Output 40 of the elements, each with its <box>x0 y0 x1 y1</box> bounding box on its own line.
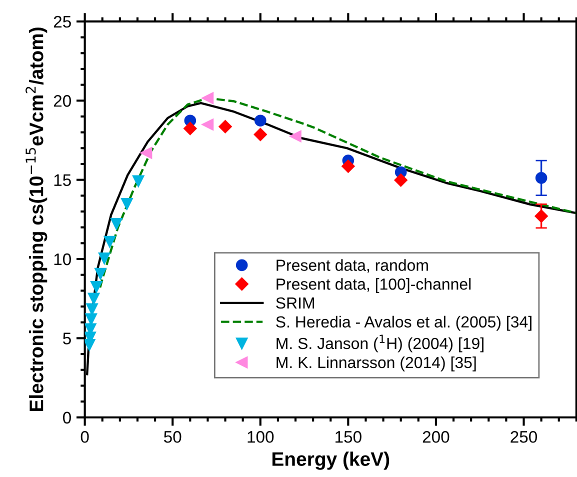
point <box>94 268 106 280</box>
point <box>394 174 408 187</box>
x-tick-label: 250 <box>510 431 538 443</box>
y-tick-label: 0 <box>63 412 71 424</box>
point <box>140 147 152 159</box>
y-tick-label: 5 <box>63 332 71 344</box>
y-tick-label: 20 <box>54 95 71 107</box>
x-tick-label: 0 <box>80 431 89 443</box>
point <box>132 175 144 187</box>
y-tick-label: 25 <box>54 16 71 28</box>
point <box>535 172 548 184</box>
point <box>534 210 548 223</box>
point <box>104 236 116 248</box>
point <box>254 114 266 127</box>
point <box>90 280 102 293</box>
point <box>184 122 197 136</box>
point <box>202 92 214 104</box>
point <box>121 198 133 210</box>
x-axis-title: Energy (keV) <box>272 452 390 470</box>
point <box>110 218 122 230</box>
point <box>218 120 232 134</box>
point <box>98 252 110 264</box>
legend-label: M. S. Janson ($^{1}$H) (2004) [19] <box>276 334 484 352</box>
point <box>254 128 267 142</box>
legend-label: Present data, [100]-channel <box>276 278 471 293</box>
y-tick-label: 10 <box>54 253 71 266</box>
y-tick-label: 15 <box>54 174 71 186</box>
point <box>202 118 214 130</box>
y-axis-title: Electronic stopping cs(10$^{−15}$eVcm$^{2}$/atom) <box>26 28 48 412</box>
point <box>88 292 100 305</box>
x-tick-label: 50 <box>164 431 182 443</box>
point <box>290 130 302 142</box>
legend-label: SRIM <box>276 297 314 309</box>
legend-label: S. Heredia - Avalos et al. (2005) [34] <box>276 316 532 331</box>
x-tick-label: 150 <box>336 431 362 443</box>
legend-label: Present data, random <box>276 259 428 273</box>
point <box>342 160 355 173</box>
x-tick-label: 200 <box>422 431 450 443</box>
legend-label: M. K. Linnarsson (2014) [35] <box>276 356 476 372</box>
x-tick-label: 100 <box>248 431 274 443</box>
